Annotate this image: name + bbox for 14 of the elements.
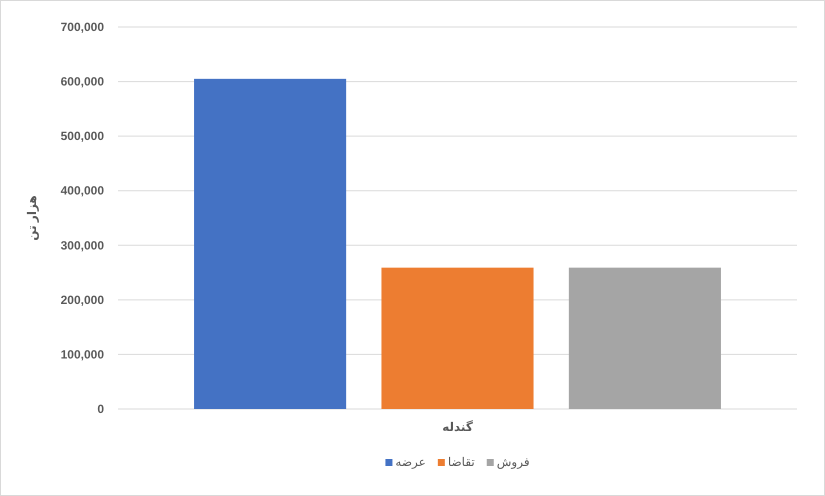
y-tick-label: 500,000: [60, 129, 104, 144]
x-tick-label: گندله: [442, 420, 473, 434]
y-tick-label: 0: [97, 402, 104, 416]
y-axis-title: هزار تن: [25, 195, 39, 241]
y-tick-label: 600,000: [60, 74, 104, 89]
y-tick-label: 700,000: [60, 20, 104, 34]
y-tick-label: 200,000: [60, 292, 104, 307]
y-tick-label: 400,000: [60, 184, 104, 198]
legend-label: عرضه: [395, 455, 426, 469]
legend-label: تقاضا: [448, 455, 475, 469]
legend: عرضه تقاضا فروش: [385, 455, 530, 469]
legend-label: فروش: [496, 455, 530, 469]
y-tick-label: 300,000: [60, 238, 104, 252]
y-tick-label: 100,000: [60, 347, 104, 362]
